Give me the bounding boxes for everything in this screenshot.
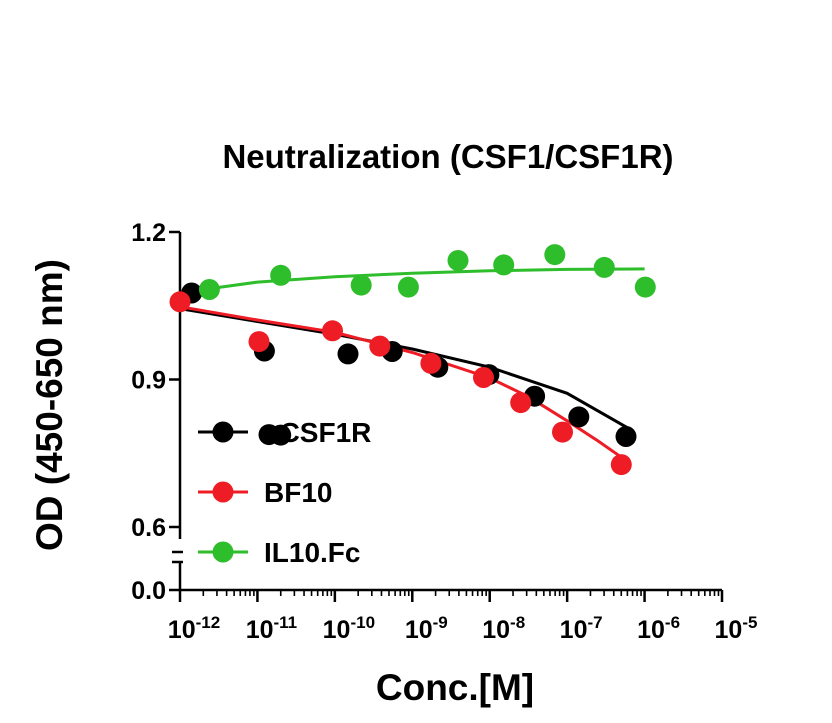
data-point-il10-fc <box>493 254 515 276</box>
data-point-acsf1r <box>568 406 590 428</box>
legend-marker <box>212 421 234 443</box>
data-point-il10-fc <box>270 264 292 286</box>
fit-curve-acsf1r <box>179 307 630 431</box>
legend-label: IL10.Fc <box>264 537 360 568</box>
legend-marker <box>212 541 234 563</box>
data-points <box>169 244 656 476</box>
y-tick-label: 0.9 <box>131 367 166 395</box>
data-point-bf10 <box>369 335 391 357</box>
data-point-il10-fc <box>350 274 372 296</box>
legend-marker <box>212 481 234 503</box>
data-point-bf10 <box>510 392 532 414</box>
x-tick-label: 10-6 <box>637 613 680 644</box>
fit-curve-il10-fc <box>206 267 645 291</box>
fit-curves <box>179 267 645 459</box>
legend-item: aCSF1R <box>198 417 371 448</box>
legend-label: aCSF1R <box>264 417 371 448</box>
data-point-il10-fc <box>198 279 220 300</box>
axes: 0.0 0.6 0.9 1.2 10-12 10-11 10-10 10-9 10-8 10-7 1… <box>131 219 757 644</box>
x-tick-label: 10-5 <box>715 613 758 644</box>
data-point-bf10 <box>552 421 573 443</box>
data-point-il10-fc <box>447 250 469 271</box>
legend-label: BF10 <box>264 477 332 508</box>
y-tick-label: 1.2 <box>131 219 166 247</box>
x-tick-label: 10-8 <box>482 613 525 644</box>
y-tick-label: 0.0 <box>131 577 166 605</box>
legend-item: IL10.Fc <box>198 537 360 568</box>
data-point-bf10 <box>169 291 191 313</box>
x-tick-label: 10-9 <box>405 613 448 644</box>
x-axis-label: Conc.[M] <box>376 667 534 708</box>
x-tick-label: 10-10 <box>323 613 375 644</box>
data-point-acsf1r <box>337 343 359 365</box>
data-point-il10-fc <box>634 276 656 298</box>
x-tick-label: 10-11 <box>246 613 297 644</box>
data-point-il10-fc <box>544 244 566 266</box>
chart-title: Neutralization (CSF1/CSF1R) <box>222 138 673 175</box>
x-tick-label: 10-7 <box>560 613 603 644</box>
data-point-bf10 <box>420 352 442 374</box>
data-point-bf10 <box>473 367 494 388</box>
data-point-acsf1r <box>615 426 637 447</box>
y-axis-label: OD (450-650 nm) <box>29 259 70 551</box>
data-point-acsf1r <box>270 424 292 446</box>
data-point-il10-fc <box>397 276 419 298</box>
data-point-bf10 <box>248 331 270 353</box>
data-point-bf10 <box>322 320 343 342</box>
legend: aCSF1R BF10 IL10.Fc <box>198 417 371 568</box>
legend-item: BF10 <box>198 477 332 508</box>
data-point-bf10 <box>610 454 632 476</box>
data-point-il10-fc <box>593 256 615 278</box>
y-tick-label: 0.6 <box>131 514 166 542</box>
x-tick-label: 10-12 <box>168 613 220 644</box>
